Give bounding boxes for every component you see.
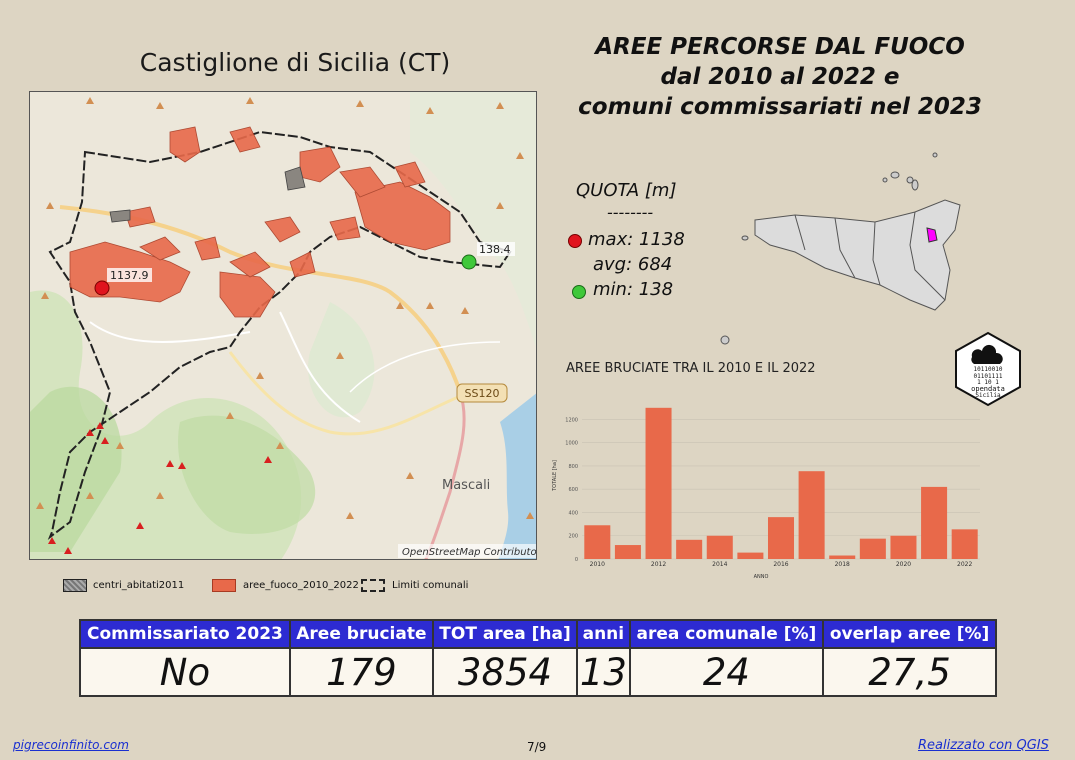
bar-2010 [584, 525, 611, 559]
map-legend: centri_abitati2011 aree_fuoco_2010_2022 … [63, 579, 523, 595]
svg-text:SS120: SS120 [465, 387, 500, 400]
header-tot-area: TOT area [ha] [431, 619, 579, 649]
bar-2012 [645, 407, 672, 559]
bar-2015 [737, 552, 764, 559]
min-elevation-marker[interactable] [461, 254, 477, 270]
value-aree-bruciate: 179 [288, 647, 434, 697]
svg-text:10110010: 10110010 [974, 366, 1003, 373]
legend-swatch-boundary [361, 579, 385, 592]
map-view[interactable]: SS120 Mascali [29, 91, 537, 560]
x-tick-label: 2022 [957, 561, 972, 568]
stats-table: Commissariato 2023 Aree bruciate TOT are… [79, 619, 997, 697]
map-canvas: SS120 Mascali [30, 92, 537, 559]
header-anni: anni [576, 619, 631, 649]
svg-text:opendata: opendata [971, 385, 1005, 393]
quota-max: max: 1138 [588, 229, 685, 250]
header-area-comunale: area comunale [%] [628, 619, 825, 649]
elevation-markers [36, 97, 534, 519]
road-label: SS120 [456, 383, 508, 403]
bar-2011 [614, 545, 641, 559]
urban-centers [109, 166, 306, 223]
x-tick-label: 2014 [712, 561, 727, 568]
bar-2017 [798, 471, 825, 559]
x-tick-label: 2018 [835, 561, 850, 568]
stats-value-row: No 179 3854 13 24 27,5 [79, 647, 997, 697]
y-tick-label: 800 [568, 464, 578, 470]
value-area-comunale: 24 [628, 647, 825, 697]
quota-divider: -------- [607, 203, 654, 222]
main-title: AREE PERCORSE DAL FUOCO dal 2010 al 2022… [560, 32, 1000, 122]
quota-avg: avg: 684 [593, 254, 673, 275]
value-commissariato: No [79, 647, 291, 697]
svg-text:01101111: 01101111 [974, 373, 1003, 380]
legend-label-boundary: Limiti comunali [392, 580, 469, 591]
map-attribution: OpenStreetMap Contributor [402, 547, 537, 558]
town-label: Mascali [442, 478, 490, 493]
bar-2018 [829, 555, 856, 559]
sicily-inset-map [720, 152, 961, 345]
bar-2021 [921, 486, 948, 559]
bar-2014 [706, 535, 733, 559]
bar-2020 [890, 535, 917, 559]
bar-2022 [951, 529, 978, 559]
value-overlap: 27,5 [822, 647, 997, 697]
value-anni: 13 [576, 647, 631, 697]
y-tick-label: 0 [575, 557, 578, 563]
fire-areas [69, 126, 451, 318]
burned-area-chart: 0 200 400 600 800 1000 1200 2010 2012 2014 2016 201… [552, 407, 980, 580]
legend-label-fire: aree_fuoco_2010_2022 [243, 580, 359, 591]
x-tick-label: 2012 [651, 561, 666, 568]
y-tick-label: 1200 [565, 417, 578, 423]
min-marker-label: 138.4 [479, 243, 511, 256]
opendata-sicilia-logo: 10110010 01101111 1 10 1 opendata Sicili… [955, 331, 1021, 407]
x-tick-label: 2010 [590, 561, 605, 568]
quota-min: min: 138 [593, 279, 674, 300]
min-dot-icon [572, 285, 586, 299]
legend-label-urban: centri_abitati2011 [93, 580, 185, 591]
page-number: 7/9 [527, 740, 547, 754]
max-marker-label: 1137.9 [110, 269, 149, 282]
legend-swatch-urban [63, 579, 87, 592]
main-title-line2: dal 2010 al 2022 e [660, 64, 900, 90]
max-elevation-marker[interactable] [94, 280, 110, 296]
y-axis-label: TOTALE [ha] [552, 460, 558, 492]
bar-2016 [767, 517, 795, 559]
bar-2019 [859, 538, 886, 559]
y-tick-label: 1000 [565, 441, 578, 447]
stats-header-row: Commissariato 2023 Aree bruciate TOT are… [79, 619, 997, 649]
x-axis-label: ANNO [754, 574, 769, 580]
value-tot-area: 3854 [431, 647, 579, 697]
map-title: Castiglione di Sicilia (CT) [139, 48, 451, 77]
footer-site-link[interactable]: pigrecoinfinito.com [13, 738, 129, 752]
quota-heading: QUOTA [m] [576, 180, 677, 201]
svg-text:Sicilia: Sicilia [975, 392, 1001, 399]
x-tick-label: 2016 [773, 561, 788, 568]
footer-qgis-link[interactable]: Realizzato con QGIS [918, 738, 1049, 753]
y-tick-label: 600 [568, 487, 578, 493]
y-tick-label: 200 [568, 534, 578, 540]
y-tick-label: 400 [568, 510, 578, 516]
header-aree-bruciate: Aree bruciate [288, 619, 434, 649]
legend-swatch-fire [212, 579, 236, 592]
bar-2013 [676, 539, 703, 559]
municipality-highlight [926, 227, 938, 243]
max-dot-icon [568, 234, 582, 248]
header-overlap: overlap aree [%] [822, 619, 997, 649]
svg-text:1 10 1: 1 10 1 [977, 379, 999, 386]
header-commissariato: Commissariato 2023 [79, 619, 291, 649]
chart-title: AREE BRUCIATE TRA IL 2010 E IL 2022 [566, 361, 816, 376]
peak-markers [48, 422, 272, 554]
main-title-line1: AREE PERCORSE DAL FUOCO [595, 34, 965, 60]
x-tick-label: 2020 [896, 561, 911, 568]
main-title-line3: comuni commissariati nel 2023 [578, 94, 982, 120]
